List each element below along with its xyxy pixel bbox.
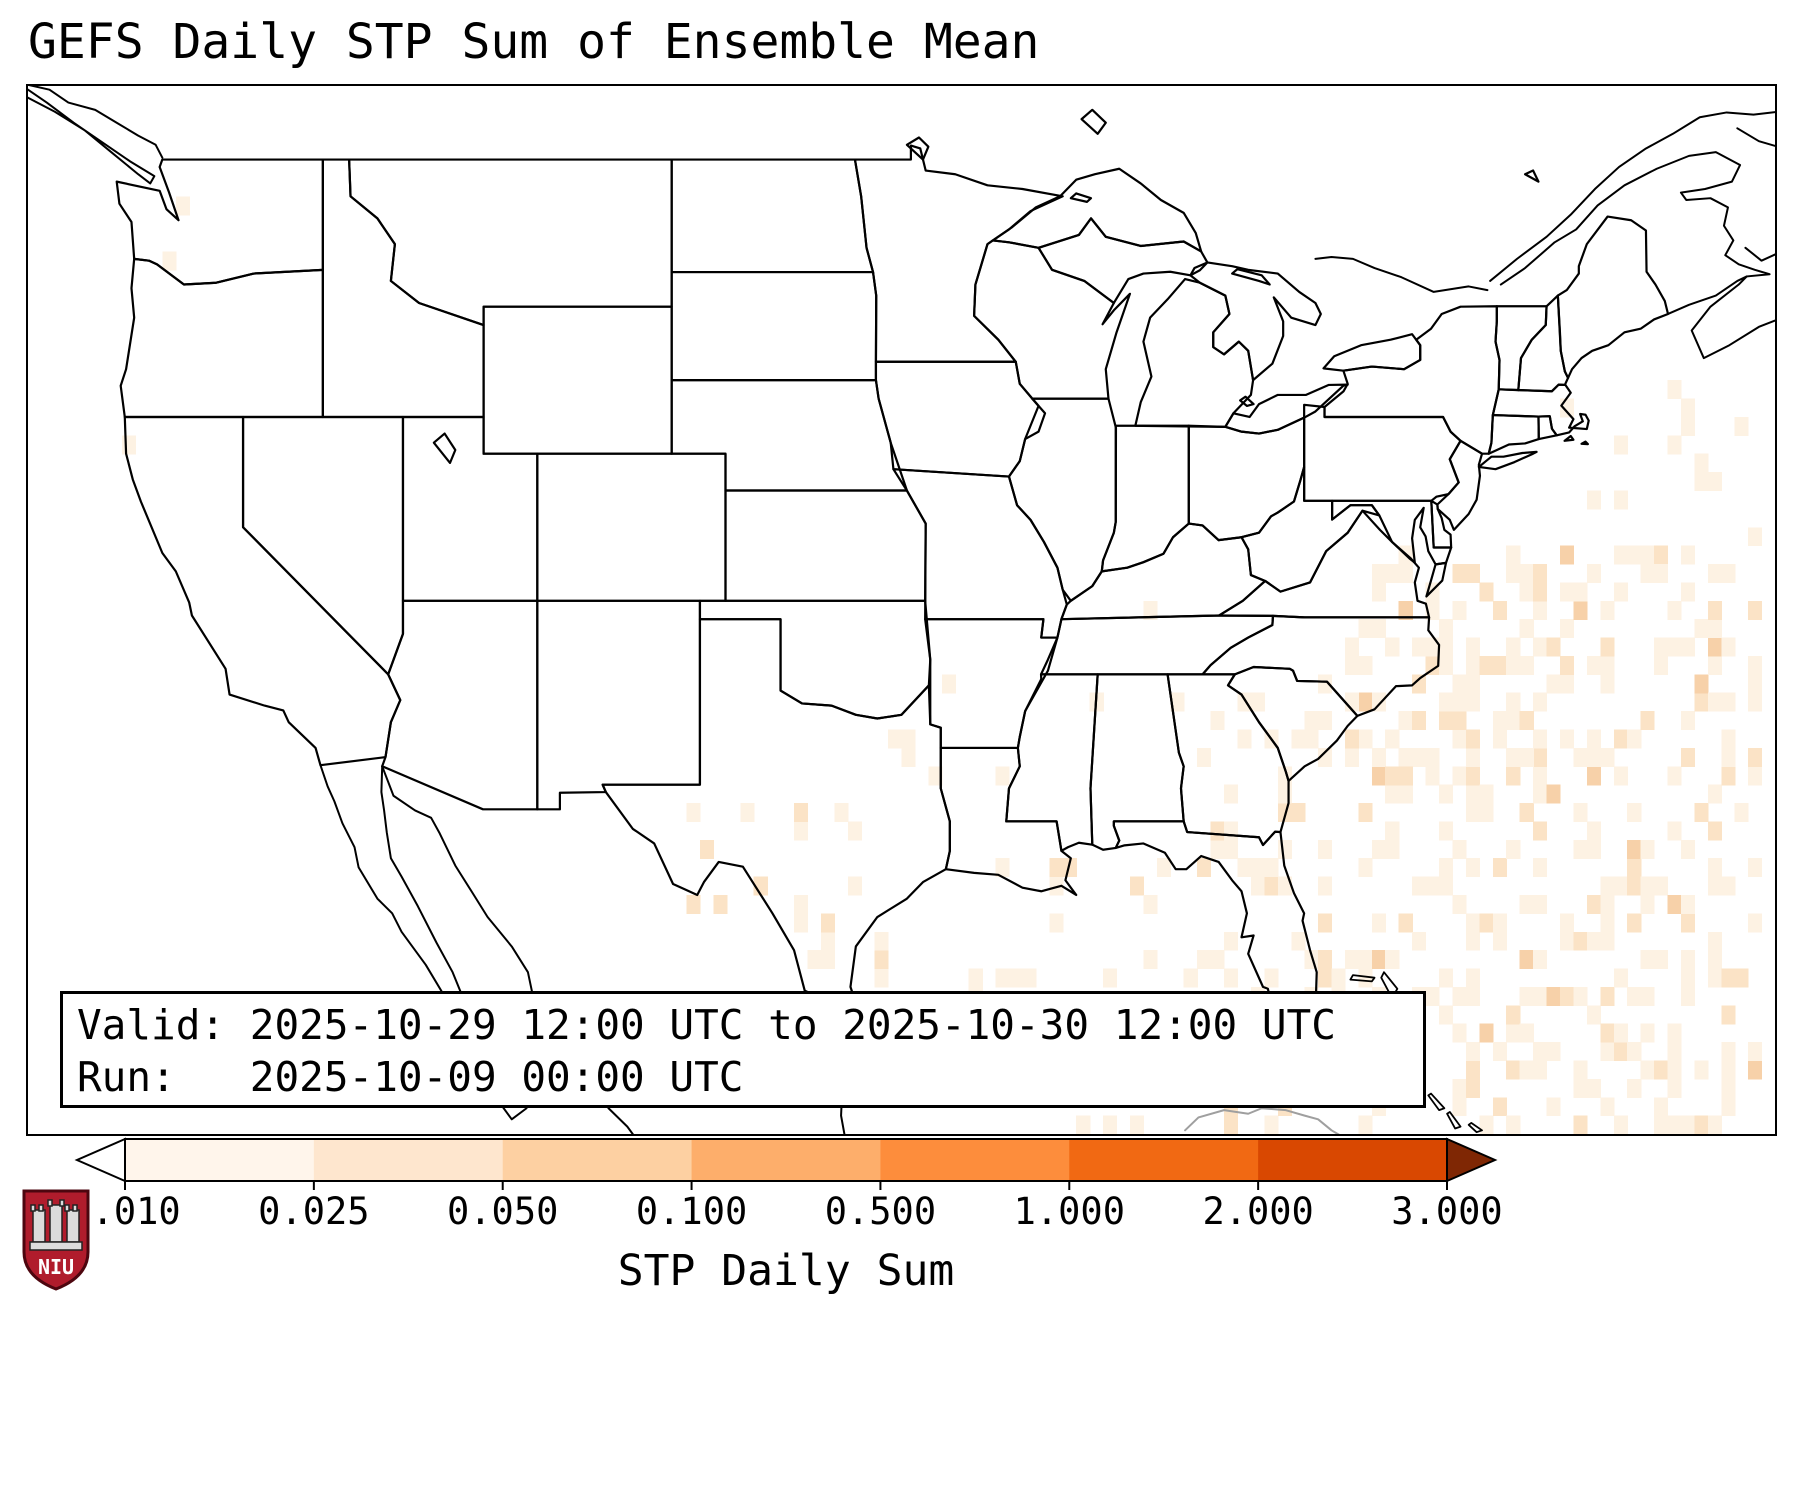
us-map xyxy=(28,86,1775,1134)
colorbar-tick-label: 0.100 xyxy=(635,1190,748,1233)
colorbar-tick-labels: 0.010 0.025 0.050 0.100 0.500 1.000 2.000 3.000 xyxy=(69,1190,1503,1234)
colorbar-tick-label: 0.500 xyxy=(824,1190,937,1233)
colorbar-tick-label: 1.000 xyxy=(1013,1190,1125,1233)
map-frame: Valid: 2025-10-29 12:00 UTC to 2025-10-3… xyxy=(26,84,1777,1136)
run-time-text: Run: 2025-10-09 00:00 UTC xyxy=(77,1053,744,1102)
colorbar-outline xyxy=(124,1138,1448,1182)
niu-logo: NIU xyxy=(20,1188,92,1292)
plot-title: GEFS Daily STP Sum of Ensemble Mean xyxy=(28,14,1040,70)
geography-layer xyxy=(28,86,1775,1134)
valid-time-text: Valid: 2025-10-29 12:00 UTC to 2025-10-3… xyxy=(77,1001,1336,1049)
colorbar-under-arrow-icon xyxy=(74,1137,126,1183)
colorbar-tick-label: 0.025 xyxy=(258,1190,370,1233)
colorbar-label: STP Daily Sum xyxy=(617,1246,955,1296)
colorbar-segment xyxy=(313,1139,504,1181)
colorbar-segment xyxy=(125,1139,315,1181)
colorbar-segment xyxy=(1258,1139,1448,1181)
colorbar-segment xyxy=(880,1139,1070,1181)
colorbar xyxy=(74,1137,1498,1190)
colorbar-over-arrow-icon xyxy=(1446,1137,1498,1183)
colorbar-tick-label: 2.000 xyxy=(1202,1190,1314,1233)
colorbar-segment xyxy=(691,1139,882,1181)
colorbar-segment xyxy=(1069,1139,1259,1181)
colorbar-tick-label: 0.050 xyxy=(447,1190,559,1233)
castle-icon xyxy=(29,1199,83,1251)
colorbar-segment xyxy=(502,1139,693,1181)
info-box: Valid: 2025-10-29 12:00 UTC to 2025-10-3… xyxy=(60,991,1426,1108)
niu-logo-text: NIU xyxy=(38,1255,74,1279)
colorbar-tick-label: 3.000 xyxy=(1391,1190,1503,1233)
